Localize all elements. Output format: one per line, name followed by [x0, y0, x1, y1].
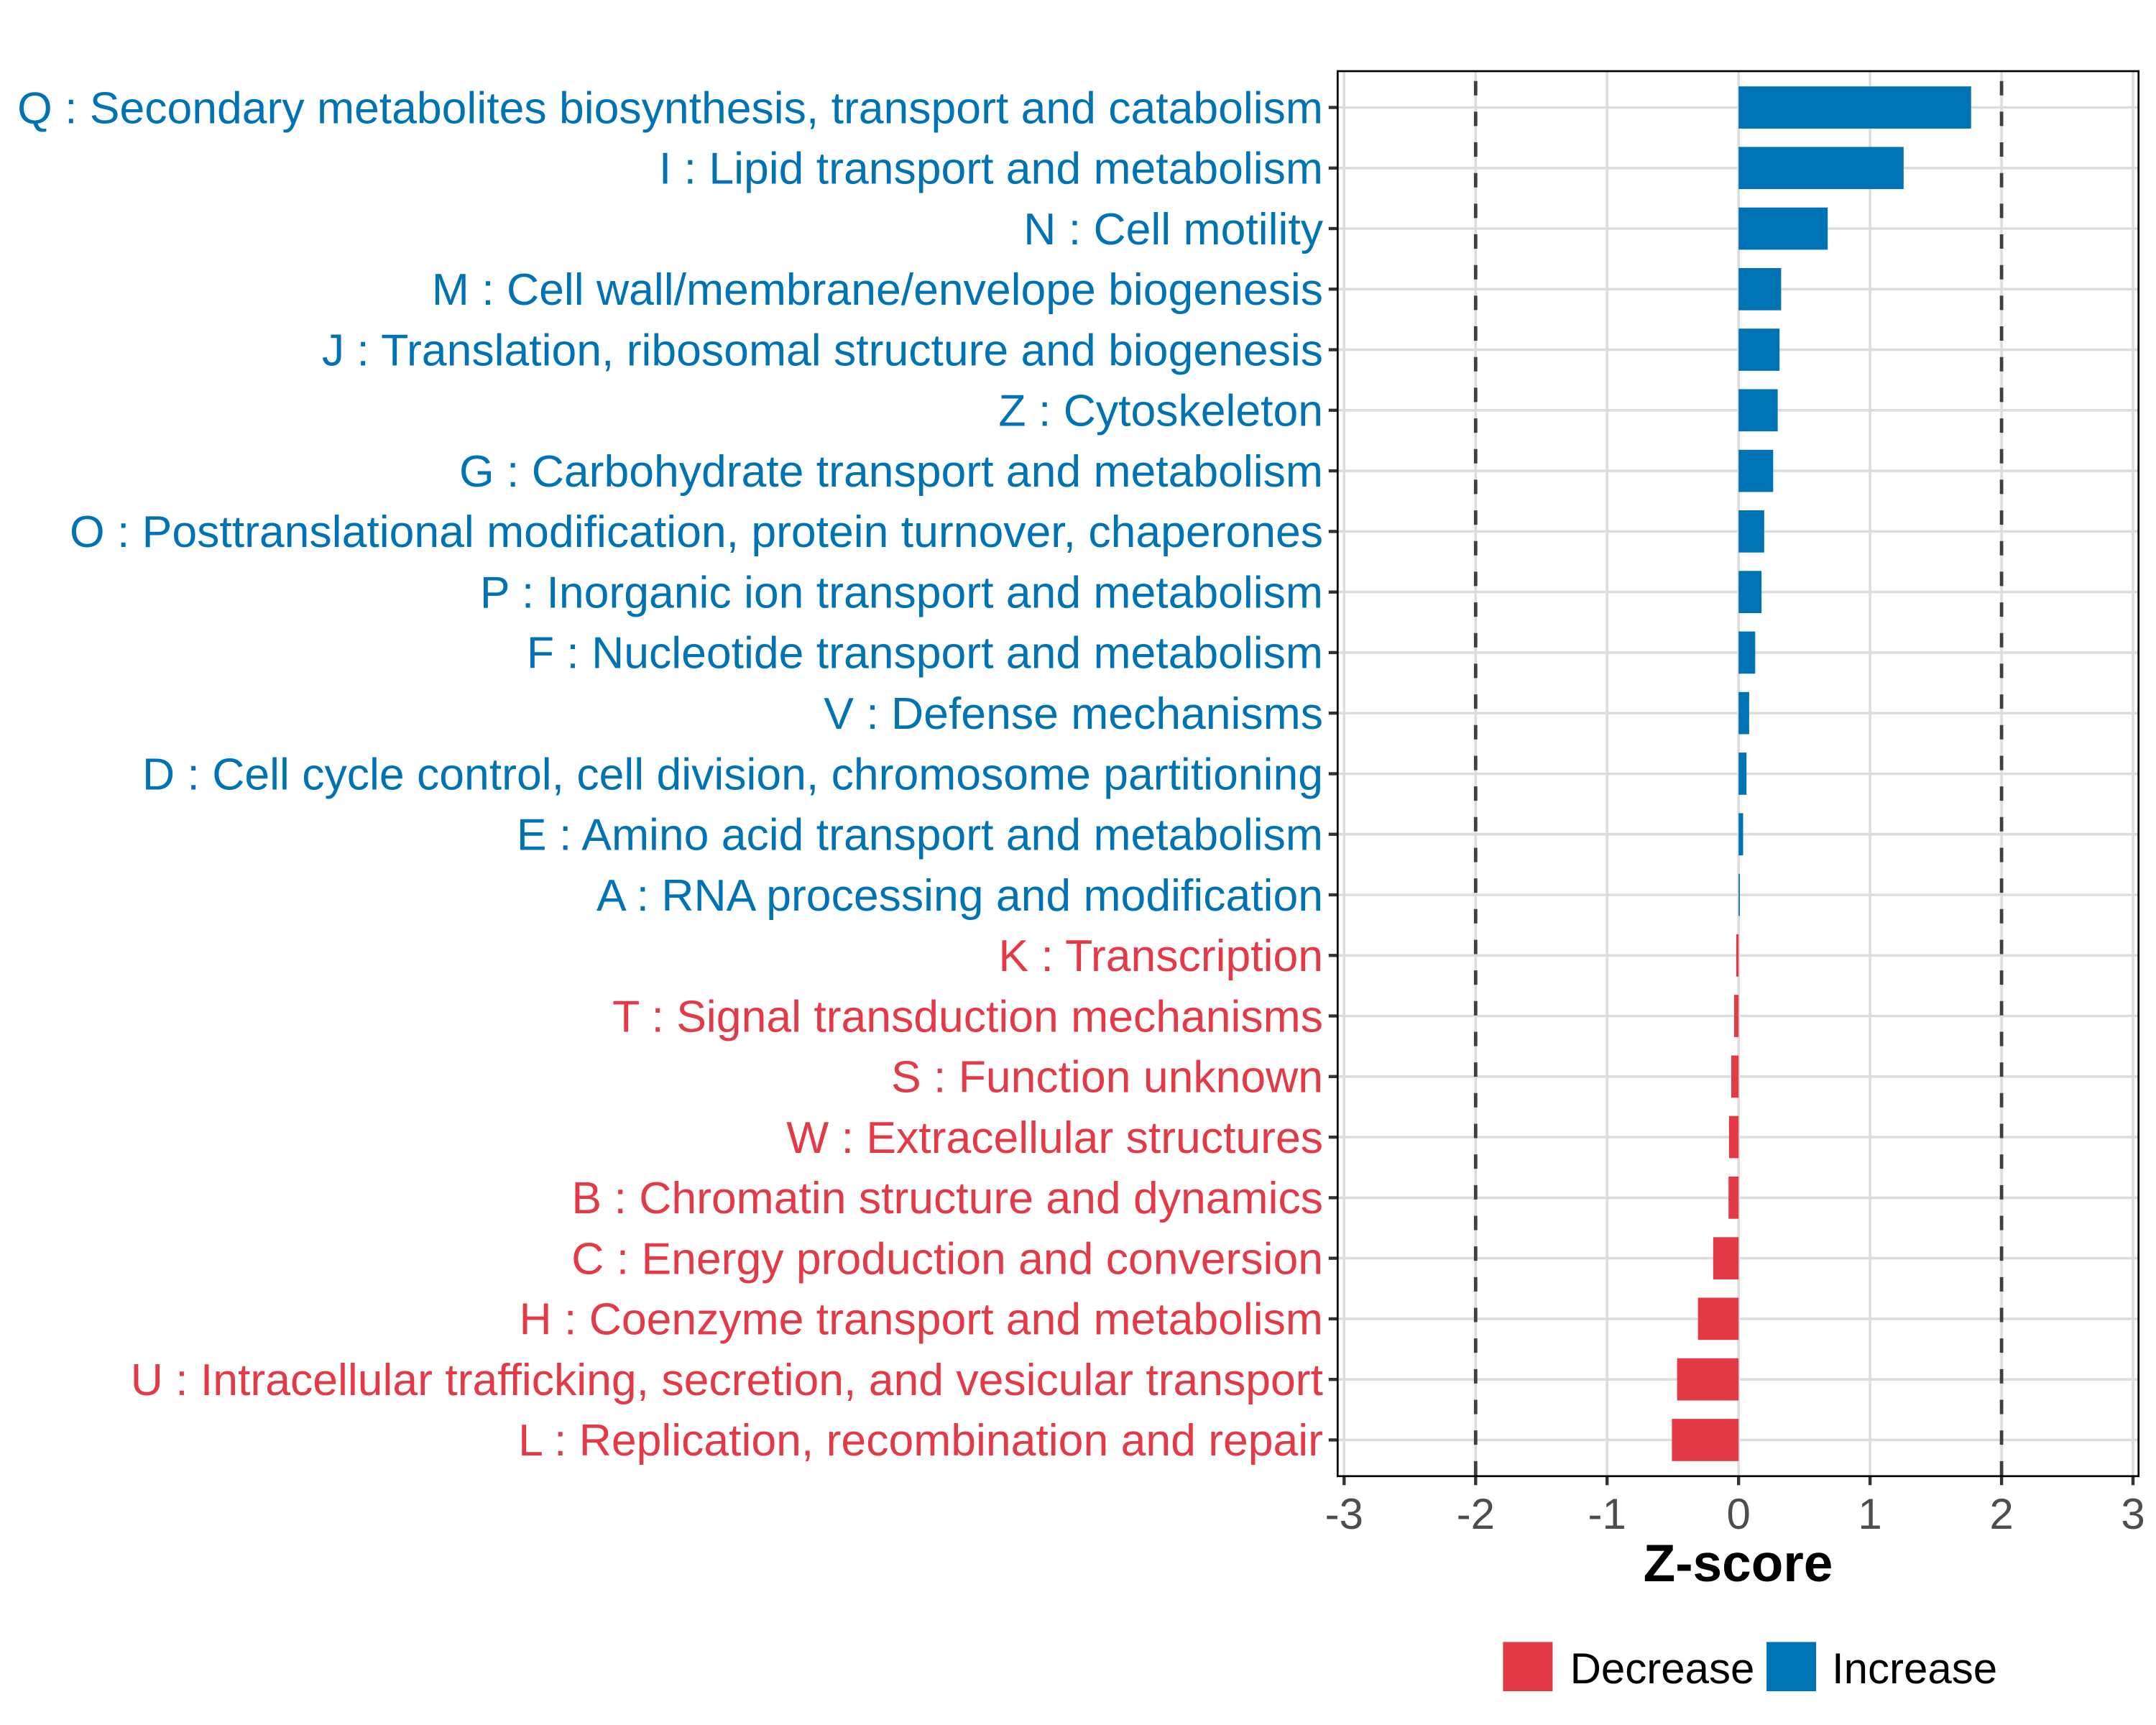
svg-text:O : Posttranslational modifica: O : Posttranslational modification, prot… — [70, 507, 1323, 557]
svg-text:0: 0 — [1727, 1490, 1751, 1538]
svg-text:C : Energy production and conv: C : Energy production and conversion — [571, 1233, 1323, 1284]
svg-text:H : Coenzyme transport and met: H : Coenzyme transport and metabolism — [519, 1294, 1323, 1345]
svg-text:-3: -3 — [1325, 1490, 1363, 1538]
svg-text:Q : Secondary metabolites bios: Q : Secondary metabolites biosynthesis, … — [17, 83, 1323, 133]
svg-text:Z : Cytoskeleton: Z : Cytoskeleton — [998, 386, 1323, 436]
svg-text:J : Translation, ribosomal str: J : Translation, ribosomal structure and… — [322, 325, 1323, 375]
svg-text:W : Extracellular structures: W : Extracellular structures — [786, 1113, 1323, 1163]
svg-text:D : Cell cycle control, cell d: D : Cell cycle control, cell division, c… — [142, 749, 1323, 799]
svg-text:U : Intracellular trafficking,: U : Intracellular trafficking, secretion… — [131, 1355, 1323, 1405]
svg-text:1: 1 — [1858, 1490, 1881, 1538]
svg-text:3: 3 — [2121, 1490, 2145, 1538]
svg-text:B : Chromatin structure and dy: B : Chromatin structure and dynamics — [571, 1173, 1323, 1223]
svg-text:N : Cell motility: N : Cell motility — [1023, 204, 1323, 254]
svg-text:M : Cell wall/membrane/envelop: M : Cell wall/membrane/envelope biogenes… — [432, 264, 1323, 315]
svg-text:Decrease: Decrease — [1570, 1644, 1755, 1693]
svg-text:Z-score: Z-score — [1644, 1535, 1833, 1593]
svg-text:Increase: Increase — [1832, 1644, 1997, 1693]
svg-text:F : Nucleotide transport and m: F : Nucleotide transport and metabolism — [527, 628, 1323, 678]
svg-text:K : Transcription: K : Transcription — [998, 931, 1323, 981]
svg-text:-1: -1 — [1588, 1490, 1626, 1538]
svg-text:T : Signal transduction mechan: T : Signal transduction mechanisms — [612, 991, 1323, 1041]
svg-text:E : Amino acid transport and m: E : Amino acid transport and metabolism — [517, 810, 1323, 860]
svg-text:L : Replication, recombination: L : Replication, recombination and repai… — [518, 1415, 1323, 1466]
svg-text:2: 2 — [1989, 1490, 2013, 1538]
svg-text:G : Carbohydrate transport and: G : Carbohydrate transport and metabolis… — [459, 446, 1323, 497]
svg-text:P : Inorganic ion transport an: P : Inorganic ion transport and metaboli… — [480, 568, 1323, 618]
svg-text:I : Lipid transport and metabo: I : Lipid transport and metabolism — [659, 144, 1323, 194]
svg-text:-2: -2 — [1457, 1490, 1495, 1538]
svg-text:V : Defense mechanisms: V : Defense mechanisms — [824, 689, 1323, 739]
svg-text:A : RNA processing and modific: A : RNA processing and modification — [596, 870, 1323, 921]
svg-text:S : Function unknown: S : Function unknown — [891, 1052, 1323, 1103]
